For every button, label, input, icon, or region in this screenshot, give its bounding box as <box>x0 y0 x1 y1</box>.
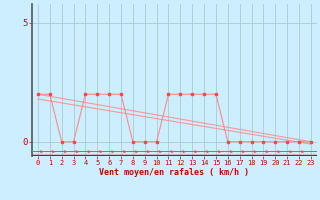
X-axis label: Vent moyen/en rafales ( km/h ): Vent moyen/en rafales ( km/h ) <box>100 168 249 177</box>
